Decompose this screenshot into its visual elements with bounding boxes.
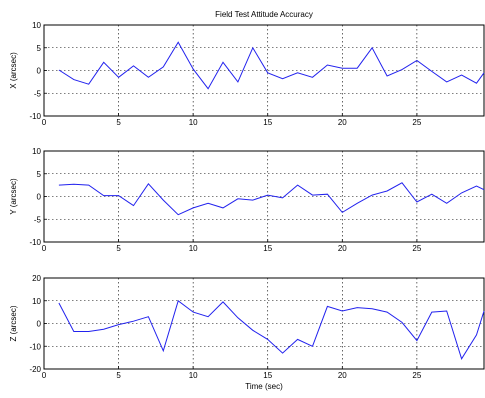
y-axis-label: X (arcsec) [9,52,18,89]
x-tick-label: 10 [189,371,198,380]
x-tick-label: 20 [338,244,347,253]
subplot-1: 0 5 10 15 20 25 10 5 0 -5 -10 X (arcsec) [9,21,485,127]
x-tick-label: 10 [189,118,198,127]
y-tick-label: 0 [37,193,42,202]
x-tick-label: 5 [116,371,121,380]
y-tick-label: 10 [32,147,41,156]
series-line [58,41,485,90]
y-axis-label: Z (arcsec) [9,305,18,341]
y-tick-label: -20 [29,365,41,374]
y-tick-label: -10 [29,238,41,247]
x-tick-label: 10 [189,244,198,253]
y-tick-label: 5 [37,44,42,53]
y-tick-label: -10 [29,342,41,351]
x-tick-label: 5 [116,118,121,127]
y-tick-label: -10 [29,112,41,121]
subplots-group: 0 5 10 15 20 25 10 5 0 -5 -10 X (arcsec) 0 5 10 15 20 25 1… [9,21,485,380]
x-tick-label: 25 [412,118,421,127]
y-tick-label: 5 [37,170,42,179]
y-tick-label: 0 [37,320,42,329]
y-tick-label: 10 [32,297,41,306]
x-tick-label: 0 [42,371,47,380]
x-tick-label: 0 [42,118,47,127]
series-line [58,182,485,216]
x-tick-label: 25 [412,371,421,380]
x-tick-label: 25 [412,244,421,253]
y-tick-label: 10 [32,21,41,30]
y-tick-label: -5 [34,89,42,98]
x-tick-label: 20 [338,118,347,127]
series-line [58,299,485,360]
x-tick-label: 0 [42,244,47,253]
x-tick-label: 15 [263,244,272,253]
subplot-2: 0 5 10 15 20 25 10 5 0 -5 -10 Y (arcsec) [9,147,485,253]
x-axis-label: Time (sec) [245,382,283,391]
y-tick-label: 20 [32,274,41,283]
y-tick-label: 0 [37,67,42,76]
x-tick-label: 5 [116,244,121,253]
chart-title: Field Test Attitude Accuracy [215,10,313,19]
x-tick-label: 15 [263,371,272,380]
subplot-3: 0 5 10 15 20 25 20 10 0 -10 -20 Z (arcsec) [9,274,485,380]
y-axis-label: Y (arcsec) [9,178,18,215]
x-tick-label: 15 [263,118,272,127]
x-tick-label: 20 [338,371,347,380]
y-tick-label: -5 [34,215,42,224]
